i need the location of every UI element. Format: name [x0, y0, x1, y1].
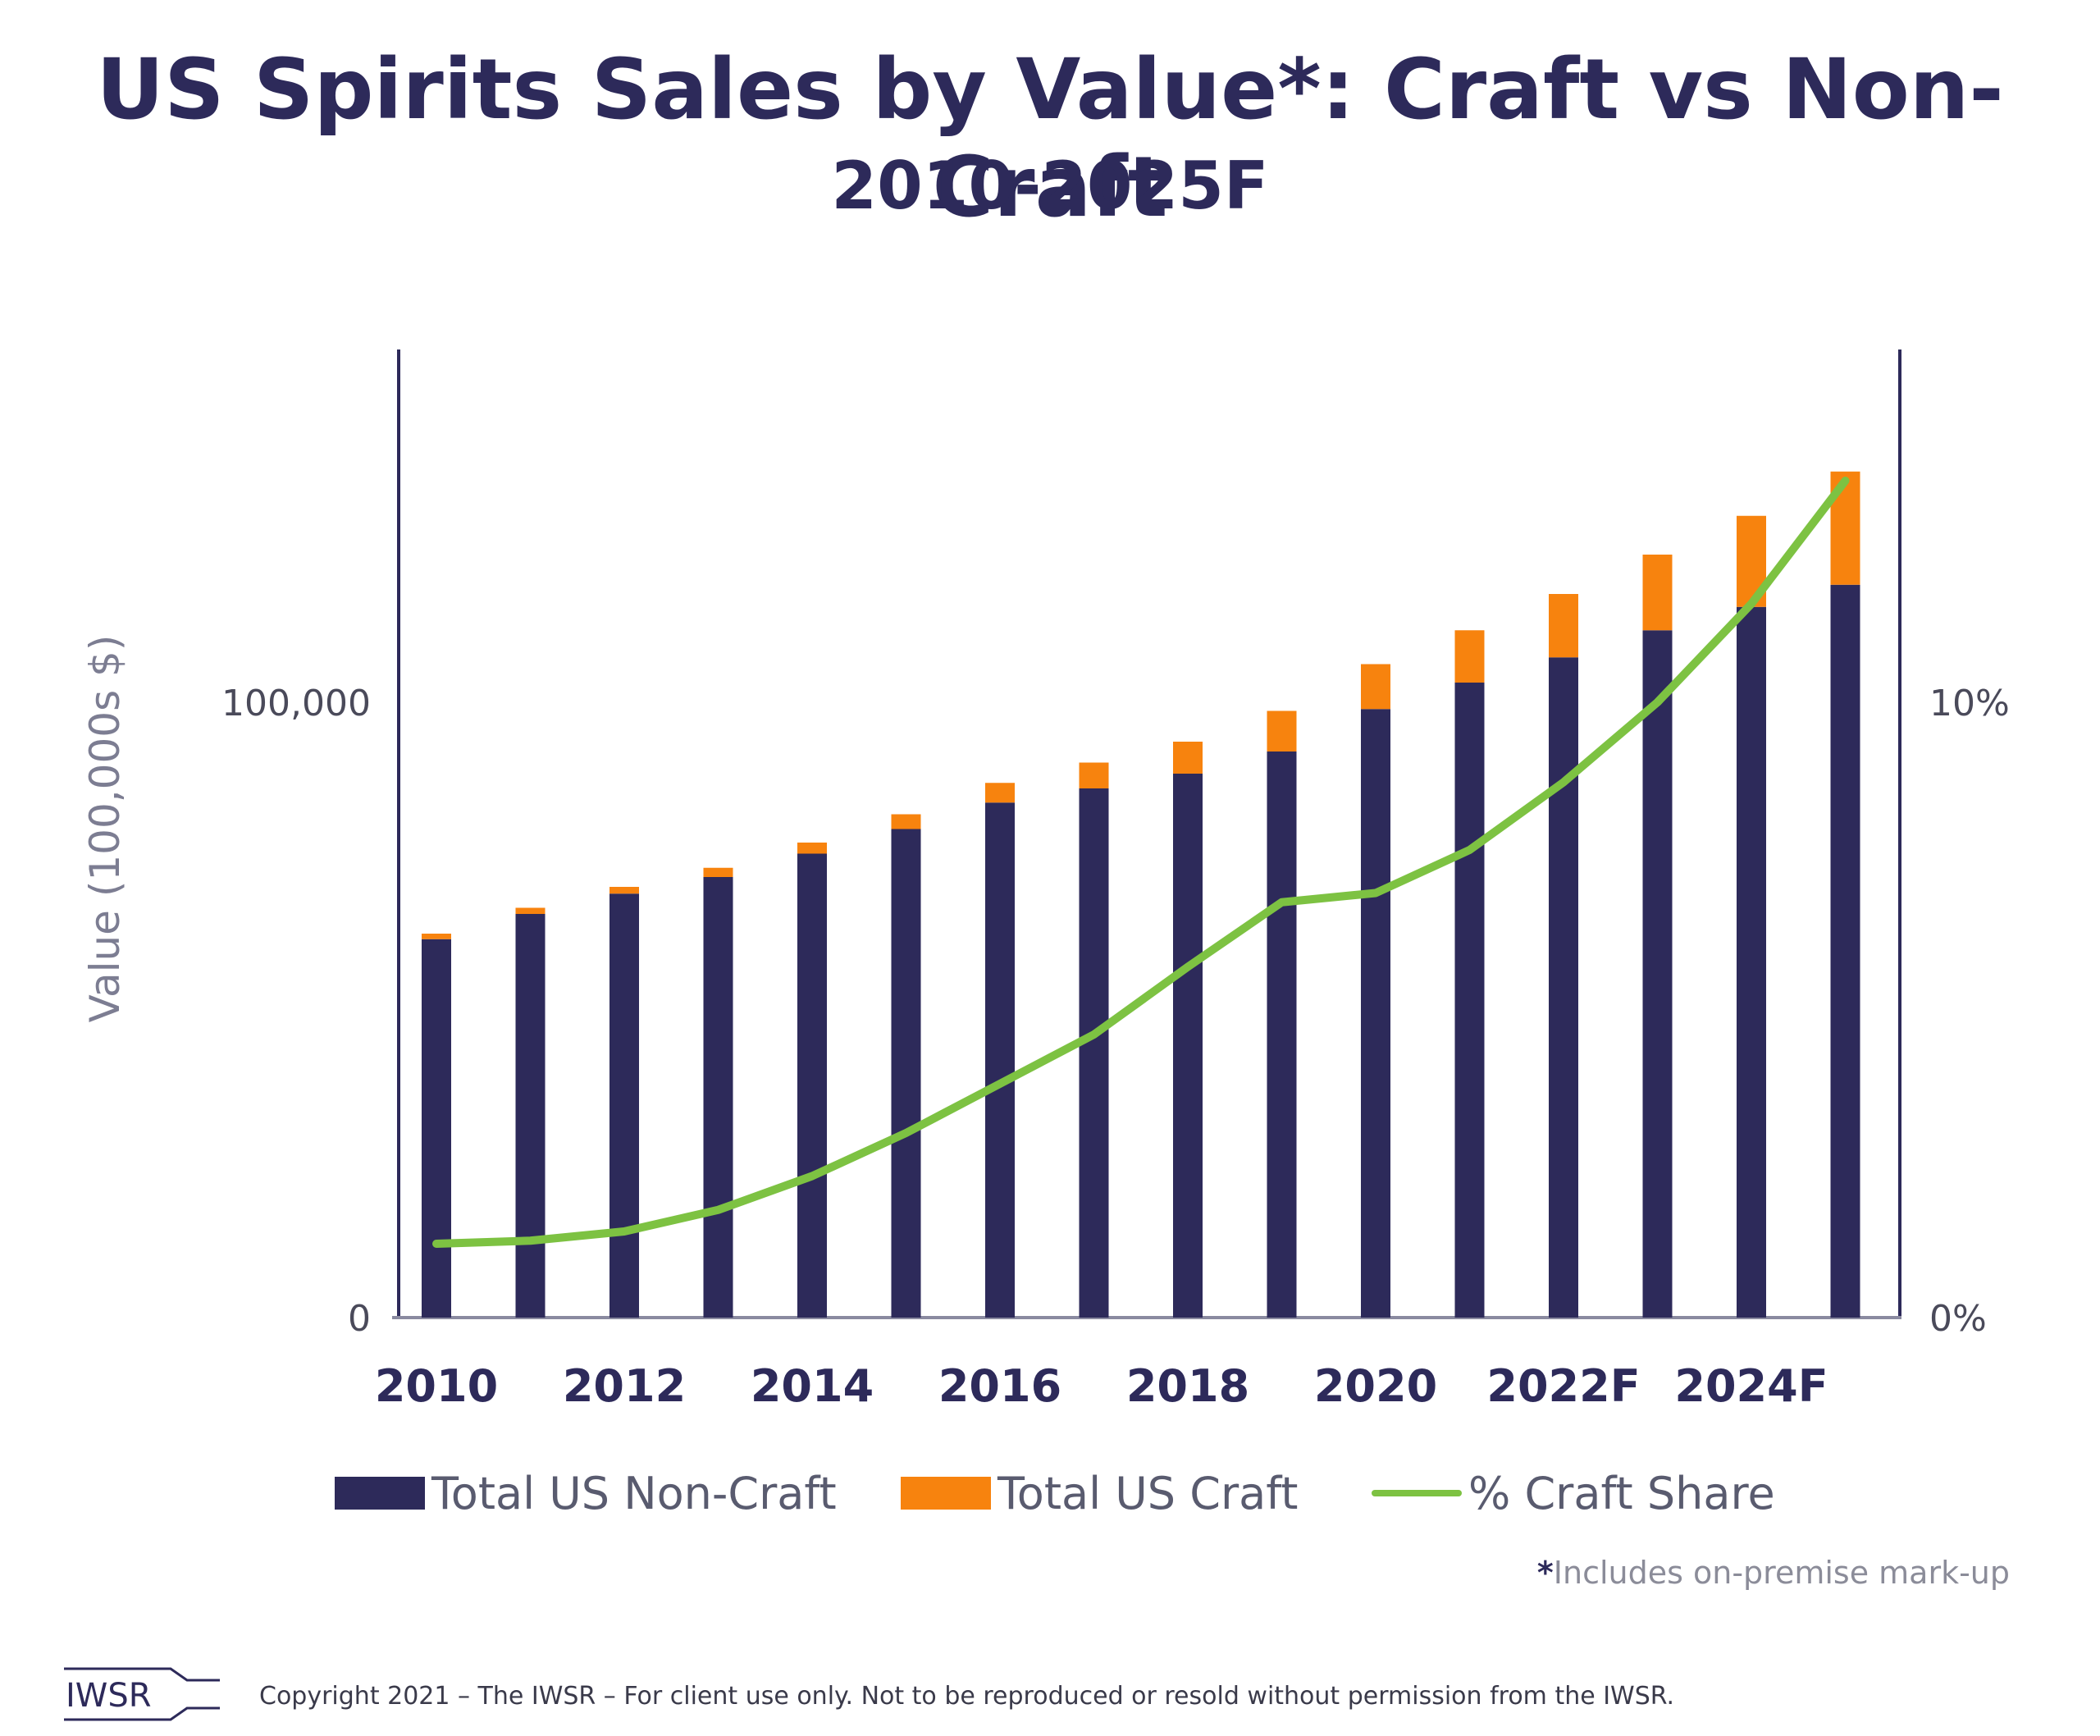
chart-subtitle: 2010-2025F	[831, 148, 1269, 224]
bar-craft	[1642, 555, 1673, 631]
y-tick-label: 100,000	[221, 683, 371, 724]
bar-craft	[985, 783, 1015, 803]
bar-craft	[1549, 594, 1578, 658]
bar-non-craft	[1549, 657, 1578, 1318]
point-craft-share	[1375, 892, 1376, 894]
point-craft-share	[1468, 849, 1471, 851]
x-tick-label: 2010	[375, 1360, 498, 1412]
point-craft-share	[529, 1240, 532, 1242]
bar-non-craft	[1267, 752, 1297, 1318]
legend-label-non-craft: Total US Non-Craft	[431, 1467, 837, 1519]
point-craft-share	[1093, 1034, 1095, 1035]
chart-area: 0 100,000 0% 10% Value (100,000s $) 2010 2012 2…	[81, 349, 2010, 1412]
bar-craft	[797, 843, 827, 854]
x-tick-label: 2024F	[1674, 1360, 1828, 1412]
point-craft-share	[905, 1132, 907, 1134]
x-tick-label: 2022F	[1486, 1360, 1640, 1412]
x-tick-label: 2020	[1314, 1360, 1437, 1412]
point-craft-share	[1281, 901, 1283, 903]
bar-non-craft	[1737, 606, 1766, 1318]
x-tick-label: 2016	[938, 1360, 1061, 1412]
chart-title: US Spirits Sales by Value*: Craft vs Non…	[96, 41, 2004, 236]
footnote-star: *	[1536, 1555, 1554, 1591]
logo-text: IWSR	[66, 1677, 152, 1715]
point-craft-share	[1751, 603, 1752, 605]
legend-swatch-non-craft	[335, 1477, 425, 1510]
bar-non-craft	[1830, 584, 1860, 1318]
bar-non-craft	[985, 802, 1015, 1318]
x-tick-label: 2018	[1126, 1360, 1249, 1412]
legend-label-craft: Total US Craft	[998, 1467, 1299, 1519]
point-craft-share	[436, 1243, 437, 1245]
y2-tick-label: 10%	[1929, 683, 2010, 724]
point-craft-share	[1563, 781, 1564, 783]
bar-non-craft	[609, 893, 639, 1318]
point-craft-share	[811, 1175, 813, 1177]
bar-craft	[422, 934, 451, 939]
y-axis-label: Value (100,000s $)	[81, 635, 129, 1023]
x-tick-label: 2012	[563, 1360, 686, 1412]
y2-tick-label: 0%	[1929, 1298, 1987, 1340]
legend-item-non-craft: Total US Non-Craft	[335, 1464, 837, 1522]
bar-craft	[703, 867, 733, 877]
bar-non-craft	[1361, 709, 1390, 1318]
bar-craft	[1267, 710, 1297, 752]
y-tick-label: 0	[348, 1298, 371, 1340]
bar-non-craft	[422, 939, 451, 1318]
bar-craft	[609, 887, 639, 894]
line-craft-share	[432, 477, 1850, 1248]
bar-non-craft	[1454, 683, 1485, 1318]
point-craft-share	[717, 1208, 719, 1211]
legend-swatch-share	[1372, 1490, 1462, 1496]
point-craft-share	[999, 1083, 1001, 1085]
legend-item-craft: Total US Craft	[901, 1464, 1298, 1522]
bar-non-craft	[515, 914, 546, 1318]
legend-label-share: % Craft Share	[1468, 1467, 1775, 1519]
bar-non-craft	[703, 877, 733, 1318]
bar-craft	[891, 814, 921, 829]
footnote-text: Includes on-premise mark-up	[1553, 1555, 2010, 1591]
legend-swatch-craft	[901, 1477, 991, 1510]
bar-craft	[1079, 762, 1109, 788]
bar-non-craft	[797, 853, 827, 1318]
point-craft-share	[1844, 480, 1847, 482]
bar-non-craft	[1642, 630, 1673, 1318]
bar-craft	[515, 907, 546, 914]
bar-craft	[1454, 630, 1485, 683]
copyright-text: Copyright 2021 – The IWSR – For client u…	[259, 1682, 1675, 1711]
iwsr-logo: IWSR	[64, 1667, 220, 1721]
point-craft-share	[1187, 966, 1189, 968]
bar-craft	[1173, 742, 1203, 774]
point-craft-share	[623, 1231, 625, 1232]
footnote: *Includes on-premise mark-up	[1537, 1555, 2010, 1591]
legend-item-share: % Craft Share	[1372, 1464, 1775, 1522]
x-tick-label: 2014	[751, 1360, 874, 1412]
bar-non-craft	[1173, 774, 1203, 1318]
bar-craft	[1361, 664, 1390, 710]
bar-non-craft	[1079, 788, 1109, 1318]
bar-non-craft	[891, 829, 921, 1318]
point-craft-share	[1656, 701, 1659, 703]
